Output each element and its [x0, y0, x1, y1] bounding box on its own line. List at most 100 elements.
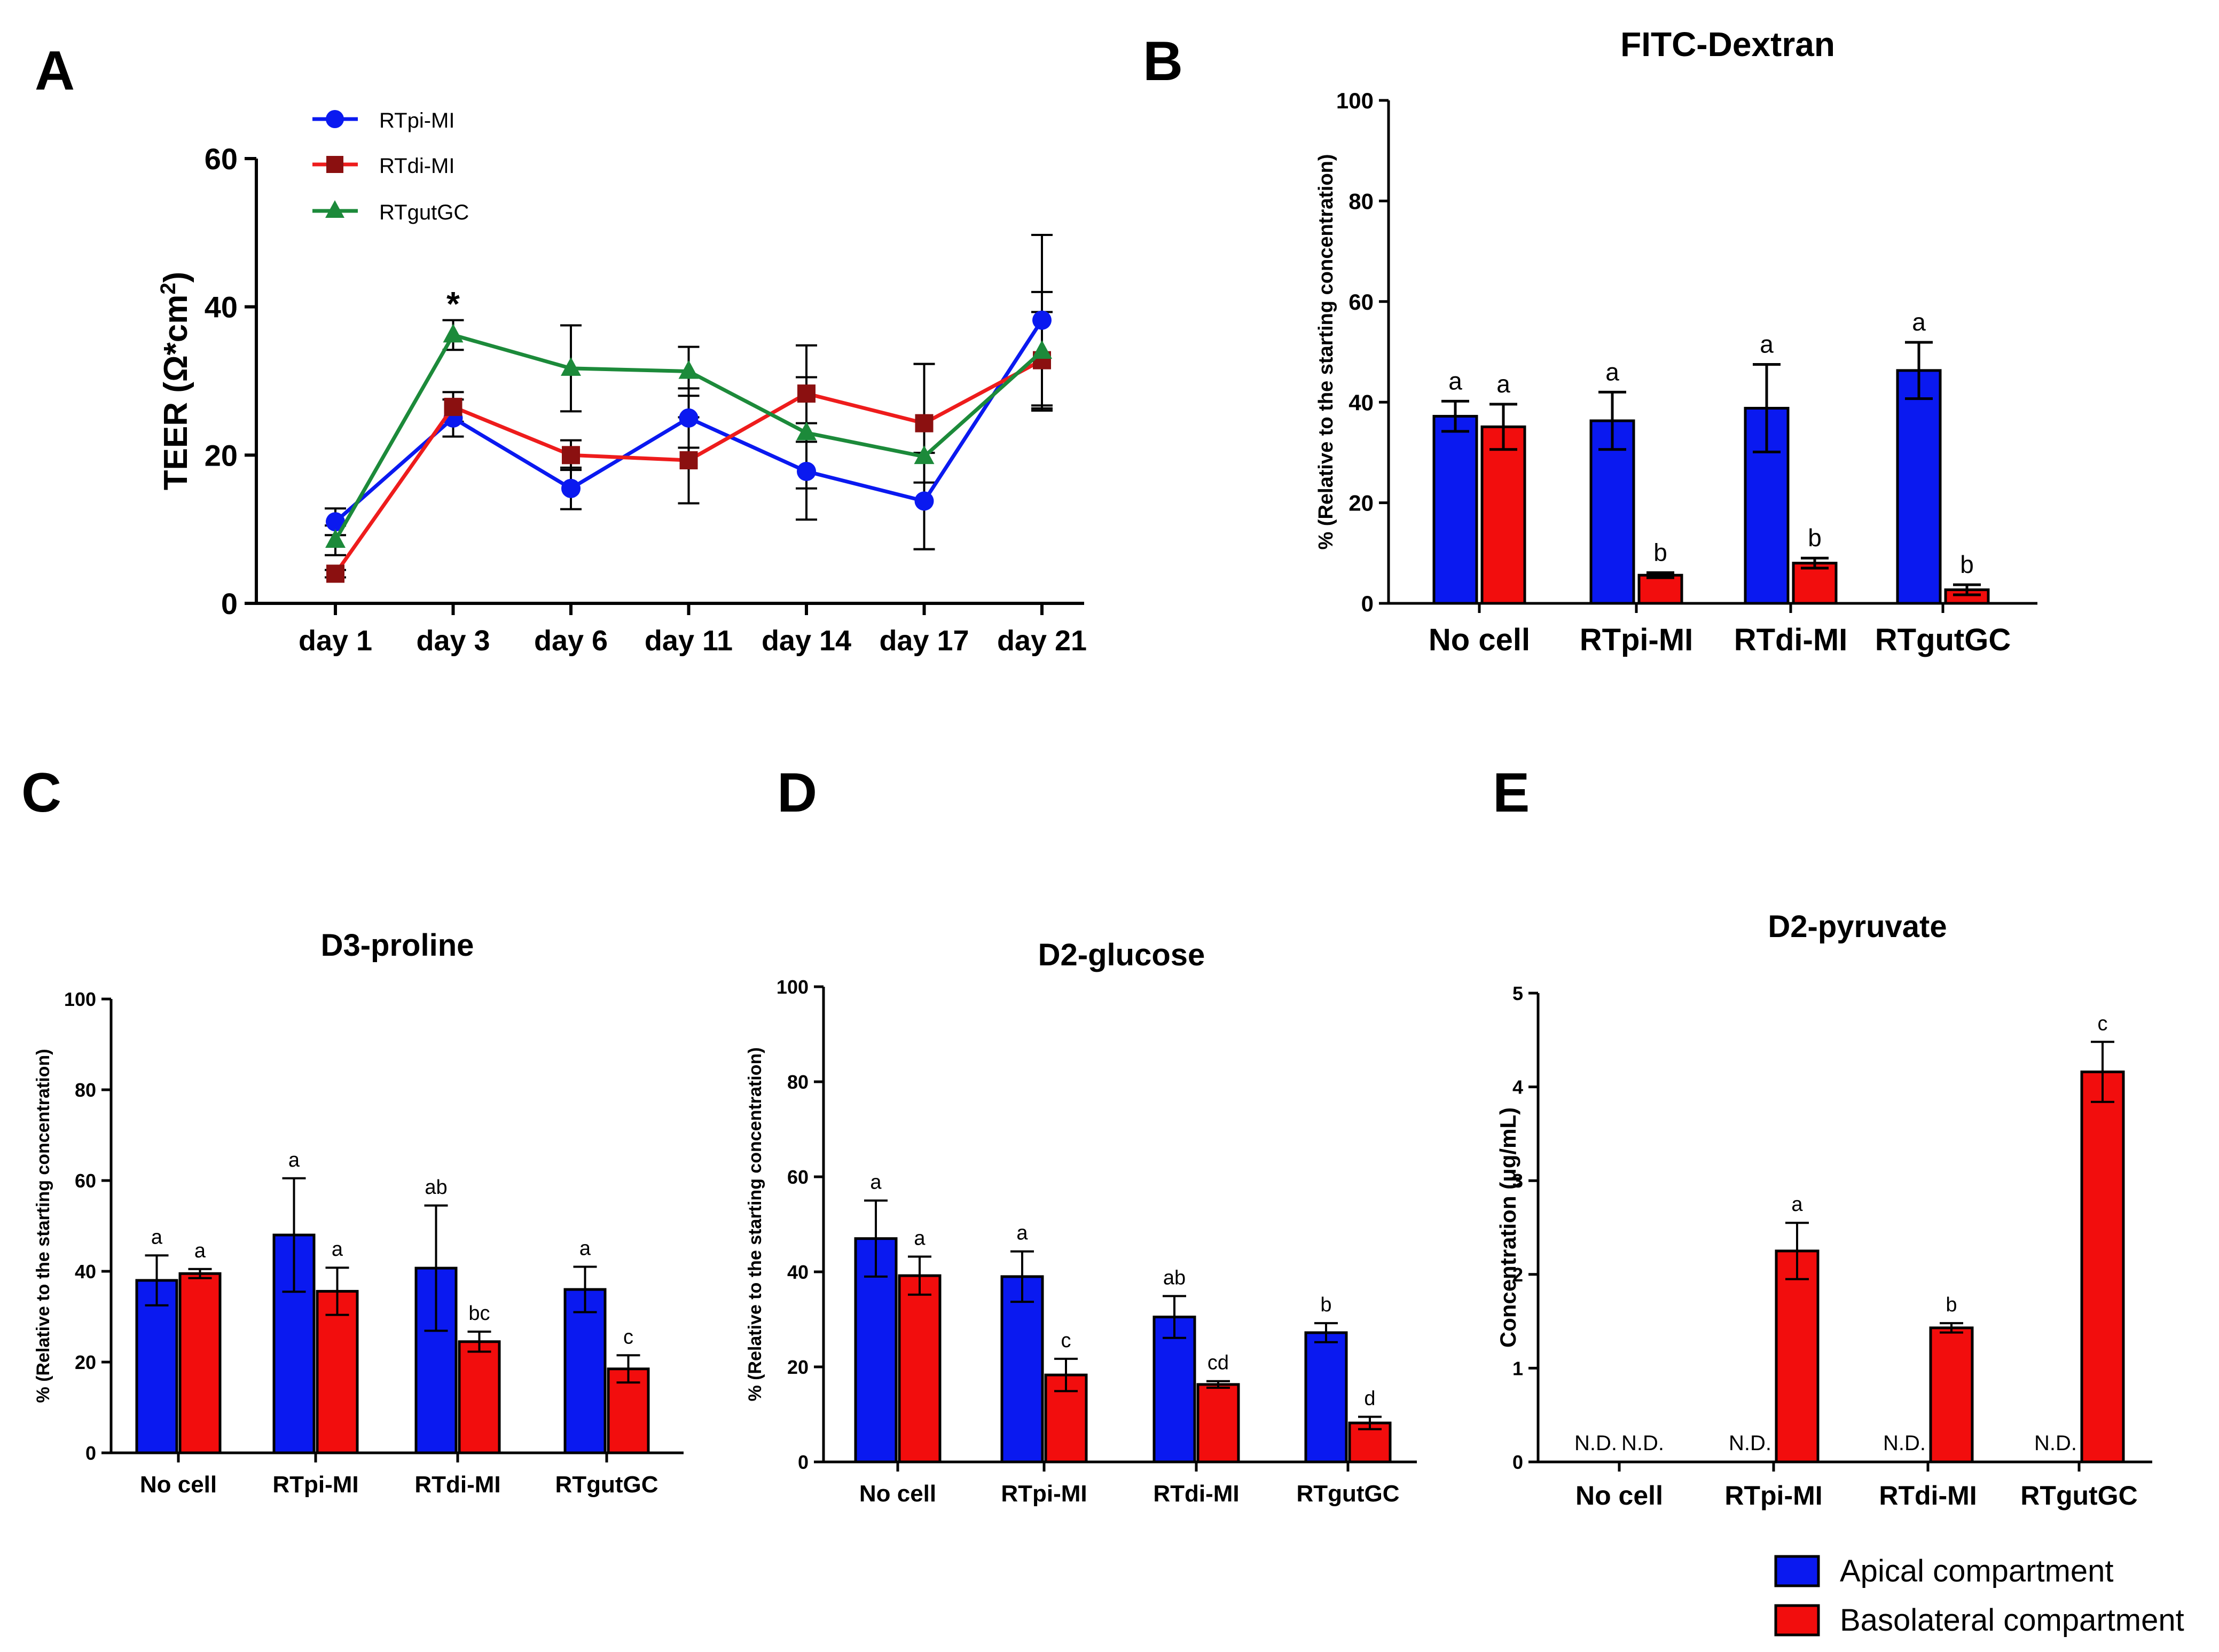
y-tick-label: 60: [205, 142, 238, 176]
point-marker: [679, 408, 699, 428]
y-tick-label: 0: [85, 1442, 96, 1464]
y-tick-label: 20: [75, 1351, 96, 1373]
x-tick-label: RTpi-MI: [272, 1472, 358, 1498]
x-tick-label: day 21: [997, 625, 1087, 657]
y-tick-label: 40: [1348, 390, 1374, 415]
legend-label-basolateral: Basolateral compartment: [1840, 1603, 2184, 1638]
significance-letter: a: [1912, 308, 1926, 336]
legend-label: RTdi-MI: [379, 154, 454, 178]
bar-apical: [1304, 1331, 1348, 1464]
y-tick-label: 80: [1348, 189, 1374, 214]
x-tick-label: RTdi-MI: [1153, 1481, 1239, 1507]
legend-swatch-apical: [1774, 1555, 1820, 1587]
bar-basolateral: [1775, 1249, 1820, 1464]
not-detected-label: N.D.: [1621, 1431, 1664, 1455]
y-tick-label: 100: [64, 988, 96, 1010]
y-tick-label: 0: [1512, 1451, 1523, 1473]
x-tick-label: day 3: [416, 625, 490, 657]
point-marker: [797, 461, 816, 481]
significance-letter: c: [2098, 1012, 2108, 1035]
panel-e: D2-pyruvate 0 1 2 3 4 5 Concentration (μg/mL) No…: [1495, 909, 2152, 1511]
point-marker: [914, 445, 935, 465]
significance-letter: c: [623, 1326, 633, 1348]
significance-letter: a: [1496, 370, 1510, 398]
y-tick-label: 0: [1361, 591, 1374, 616]
significance-letter: b: [1653, 539, 1667, 567]
point-marker: [326, 512, 345, 532]
y-tick-label: 20: [787, 1356, 809, 1378]
significance-letter: c: [1061, 1330, 1071, 1352]
point-marker: [561, 357, 581, 376]
bar-basolateral: [1637, 573, 1683, 605]
legend-marker: [325, 200, 344, 218]
panel-label-c: C: [21, 762, 61, 824]
chart-title: D2-glucose: [1038, 938, 1205, 972]
point-marker: [561, 478, 581, 498]
x-tick-label: RTdi-MI: [1734, 623, 1848, 657]
panel-label-b: B: [1143, 30, 1183, 92]
bar-apical: [563, 1288, 607, 1454]
significance-letter: d: [1364, 1387, 1375, 1410]
bar-apical: [1152, 1316, 1196, 1464]
y-tick-label: 4: [1512, 1076, 1523, 1098]
point-marker: [325, 529, 346, 548]
y-tick-label: 100: [777, 976, 809, 998]
y-axis-label: % (Relative to the starting concentratio…: [1315, 154, 1337, 549]
significance-letter: ab: [1163, 1266, 1186, 1289]
x-tick-label: No cell: [140, 1472, 217, 1498]
y-tick-label: 80: [787, 1071, 809, 1093]
point-marker: [914, 491, 934, 511]
panel-label-e: E: [1493, 762, 1530, 824]
panel-label-d: D: [777, 762, 817, 824]
significance-letter: a: [151, 1226, 163, 1248]
not-detected-label: N.D.: [2034, 1431, 2077, 1455]
y-axis-label: TEER (Ω*cm2): [156, 272, 194, 491]
bar-basolateral: [2080, 1071, 2125, 1464]
significance-annotation: *: [446, 285, 460, 323]
x-tick-label: day 14: [762, 625, 851, 657]
bar-basolateral: [898, 1274, 942, 1464]
y-axis-label: Concentration (μg/mL): [1495, 1107, 1520, 1348]
significance-letter: a: [579, 1238, 591, 1260]
panel-c: D3-proline 0 20 40 60 80 100 % (Relative to the…: [33, 928, 684, 1498]
significance-letter: a: [1605, 358, 1619, 386]
bar-apical: [1896, 369, 1942, 605]
point-marker: [796, 421, 817, 440]
x-tick-label: RTpi-MI: [1580, 623, 1693, 657]
significance-letter: a: [870, 1171, 882, 1194]
point-marker: [1032, 340, 1052, 359]
y-axis-label-superscript: 2: [156, 282, 180, 294]
x-tick-label: RTpi-MI: [1724, 1481, 1822, 1511]
y-axis-label: % (Relative to the starting concentratio…: [33, 1049, 53, 1403]
significance-letter: a: [1791, 1193, 1803, 1216]
y-tick-label: 100: [1336, 88, 1374, 113]
bar-apical: [1000, 1275, 1044, 1464]
not-detected-label: N.D.: [1574, 1431, 1617, 1455]
x-tick-label: day 6: [534, 625, 608, 657]
y-tick-label: 60: [75, 1170, 96, 1192]
legend-swatch-basolateral: [1774, 1604, 1820, 1637]
x-tick-label: No cell: [1575, 1481, 1663, 1511]
y-axis-label-end: ): [158, 272, 194, 283]
point-marker: [679, 451, 698, 470]
significance-letter: ab: [425, 1176, 447, 1199]
significance-letter: a: [332, 1238, 343, 1261]
y-tick-label: 80: [75, 1079, 96, 1101]
point-marker: [444, 398, 462, 416]
x-tick-label: day 1: [299, 625, 372, 657]
legend-label: RTpi-MI: [379, 109, 454, 132]
panel-b: FITC-Dextran 0 20 40 60 80 100 % (Relative to t…: [1315, 25, 2037, 657]
not-detected-label: N.D.: [1729, 1431, 1771, 1455]
y-tick-label: 2: [1512, 1264, 1523, 1286]
point-marker: [562, 446, 580, 465]
x-tick-label: No cell: [859, 1481, 936, 1507]
chart-title: FITC-Dextran: [1620, 25, 1835, 64]
x-tick-label: RTdi-MI: [414, 1472, 500, 1498]
x-tick-label: RTgutGC: [1875, 623, 2011, 657]
y-tick-label: 60: [787, 1166, 809, 1188]
x-tick-label: day 11: [645, 625, 733, 657]
significance-letter: bc: [468, 1302, 490, 1325]
bar-basolateral: [1929, 1326, 1974, 1464]
not-detected-label: N.D.: [1883, 1431, 1926, 1455]
y-tick-label: 60: [1348, 289, 1374, 314]
